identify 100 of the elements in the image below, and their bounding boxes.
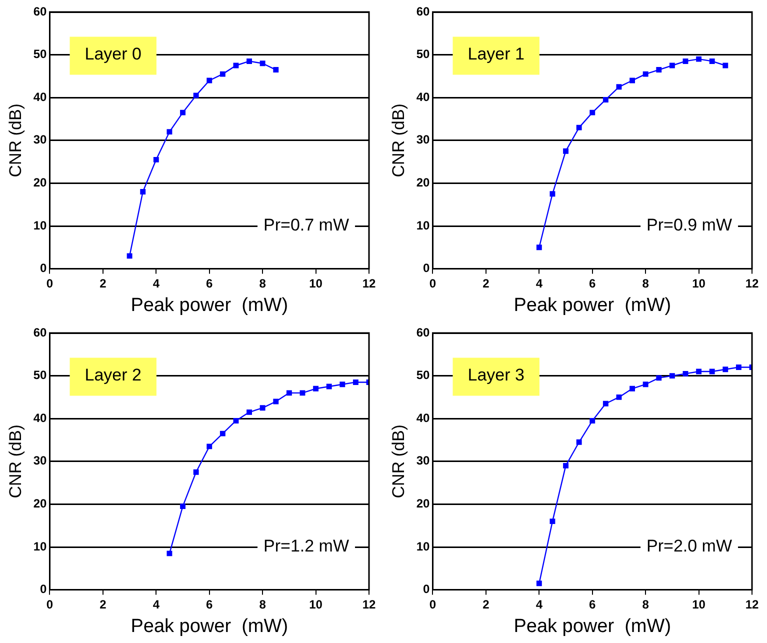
annotation: Pr=0.7 mW	[264, 216, 350, 235]
x-tick-label: 8	[259, 597, 266, 612]
y-tick-label: 0	[423, 582, 430, 596]
y-tick-label: 10	[416, 539, 430, 554]
y-tick-label: 40	[416, 90, 430, 104]
point	[340, 382, 346, 388]
x-tick-label: 6	[589, 597, 596, 612]
y-tick-label: 50	[416, 368, 430, 382]
point	[709, 58, 715, 64]
point	[166, 550, 172, 556]
point	[206, 78, 212, 84]
x-tick-label: 10	[309, 597, 323, 612]
point	[590, 110, 596, 116]
y-tick-label: 20	[416, 176, 430, 190]
x-tick-label: 2	[100, 276, 107, 290]
annotation: Pr=1.2 mW	[264, 536, 350, 556]
point	[536, 244, 542, 250]
point	[233, 418, 239, 424]
point	[220, 71, 226, 77]
point	[352, 380, 358, 385]
point	[260, 405, 266, 411]
x-tick-label: 2	[100, 597, 107, 612]
point	[669, 373, 675, 379]
point	[300, 390, 306, 396]
x-tick-label: 8	[642, 276, 650, 290]
y-tick-label: 60	[33, 325, 48, 340]
y-tick-label: 20	[33, 176, 48, 190]
x-tick-label: 6	[206, 276, 214, 290]
point	[669, 62, 675, 68]
point	[153, 156, 159, 162]
point	[273, 398, 279, 404]
point	[736, 364, 742, 370]
point	[656, 375, 662, 381]
point	[642, 71, 648, 77]
point	[180, 110, 186, 116]
point	[682, 58, 688, 64]
point	[326, 384, 332, 390]
x-tick-label: 2	[482, 276, 490, 290]
x-tick-label: 12	[362, 597, 376, 612]
y-tick-label: 30	[33, 132, 48, 147]
y-axis-title: CNR (dB)	[6, 424, 25, 498]
point	[616, 394, 622, 400]
x-axis-title: Peak power (mW)	[130, 616, 288, 637]
point	[193, 469, 199, 475]
point	[550, 191, 556, 197]
y-tick-label: 60	[416, 325, 430, 340]
y-tick-label: 30	[33, 454, 48, 468]
x-tick-label: 4	[152, 597, 160, 612]
x-axis-title: Peak power (mW)	[514, 294, 672, 316]
point	[246, 58, 252, 64]
point	[602, 400, 608, 406]
point	[630, 78, 635, 84]
x-tick-label: 12	[745, 276, 759, 290]
y-tick-label: 10	[33, 539, 48, 554]
x-tick-label: 6	[206, 597, 214, 612]
point	[696, 56, 702, 62]
point	[536, 580, 542, 586]
point	[166, 129, 172, 135]
point	[576, 124, 582, 130]
point	[550, 518, 556, 524]
x-tick-label: 12	[745, 597, 759, 612]
point	[642, 382, 648, 388]
y-tick-label: 0	[40, 261, 48, 276]
x-tick-label: 2	[482, 597, 490, 612]
point	[709, 368, 715, 374]
y-tick-label: 30	[416, 132, 430, 147]
y-tick-label: 60	[33, 4, 48, 18]
y-tick-label: 50	[33, 368, 48, 382]
x-tick-label: 4	[536, 597, 543, 612]
y-tick-label: 30	[416, 454, 430, 468]
point	[126, 253, 132, 259]
point	[602, 97, 608, 102]
x-tick-label: 6	[589, 276, 596, 290]
y-tick-label: 10	[416, 218, 430, 232]
y-tick-label: 50	[416, 47, 430, 62]
annotation: Pr=0.9 mW	[646, 216, 732, 235]
point	[313, 386, 319, 392]
y-tick-label: 20	[416, 496, 430, 511]
annotation: Pr=2.0 mW	[646, 536, 732, 556]
point	[286, 390, 292, 396]
x-axis-title: Peak power (mW)	[514, 616, 672, 637]
annotation: Layer 1	[468, 44, 524, 64]
point	[220, 430, 226, 436]
x-tick-label: 8	[642, 597, 650, 612]
y-tick-label: 60	[416, 4, 430, 18]
x-axis-title: Peak power (mW)	[130, 294, 288, 316]
y-axis-title: CNR (dB)	[388, 104, 408, 178]
y-tick-label: 40	[33, 410, 48, 425]
y-tick-label: 20	[33, 496, 48, 511]
y-tick-label: 0	[40, 582, 48, 596]
y-axis-title: CNR (dB)	[6, 104, 25, 178]
x-tick-label: 10	[692, 597, 706, 612]
point	[590, 418, 596, 424]
annotation: Layer 2	[84, 365, 142, 384]
y-tick-label: 0	[423, 261, 430, 276]
point	[273, 67, 279, 72]
y-tick-label: 10	[33, 218, 48, 232]
annotation: Layer 3	[468, 365, 524, 384]
point	[630, 386, 635, 392]
point	[193, 92, 199, 98]
